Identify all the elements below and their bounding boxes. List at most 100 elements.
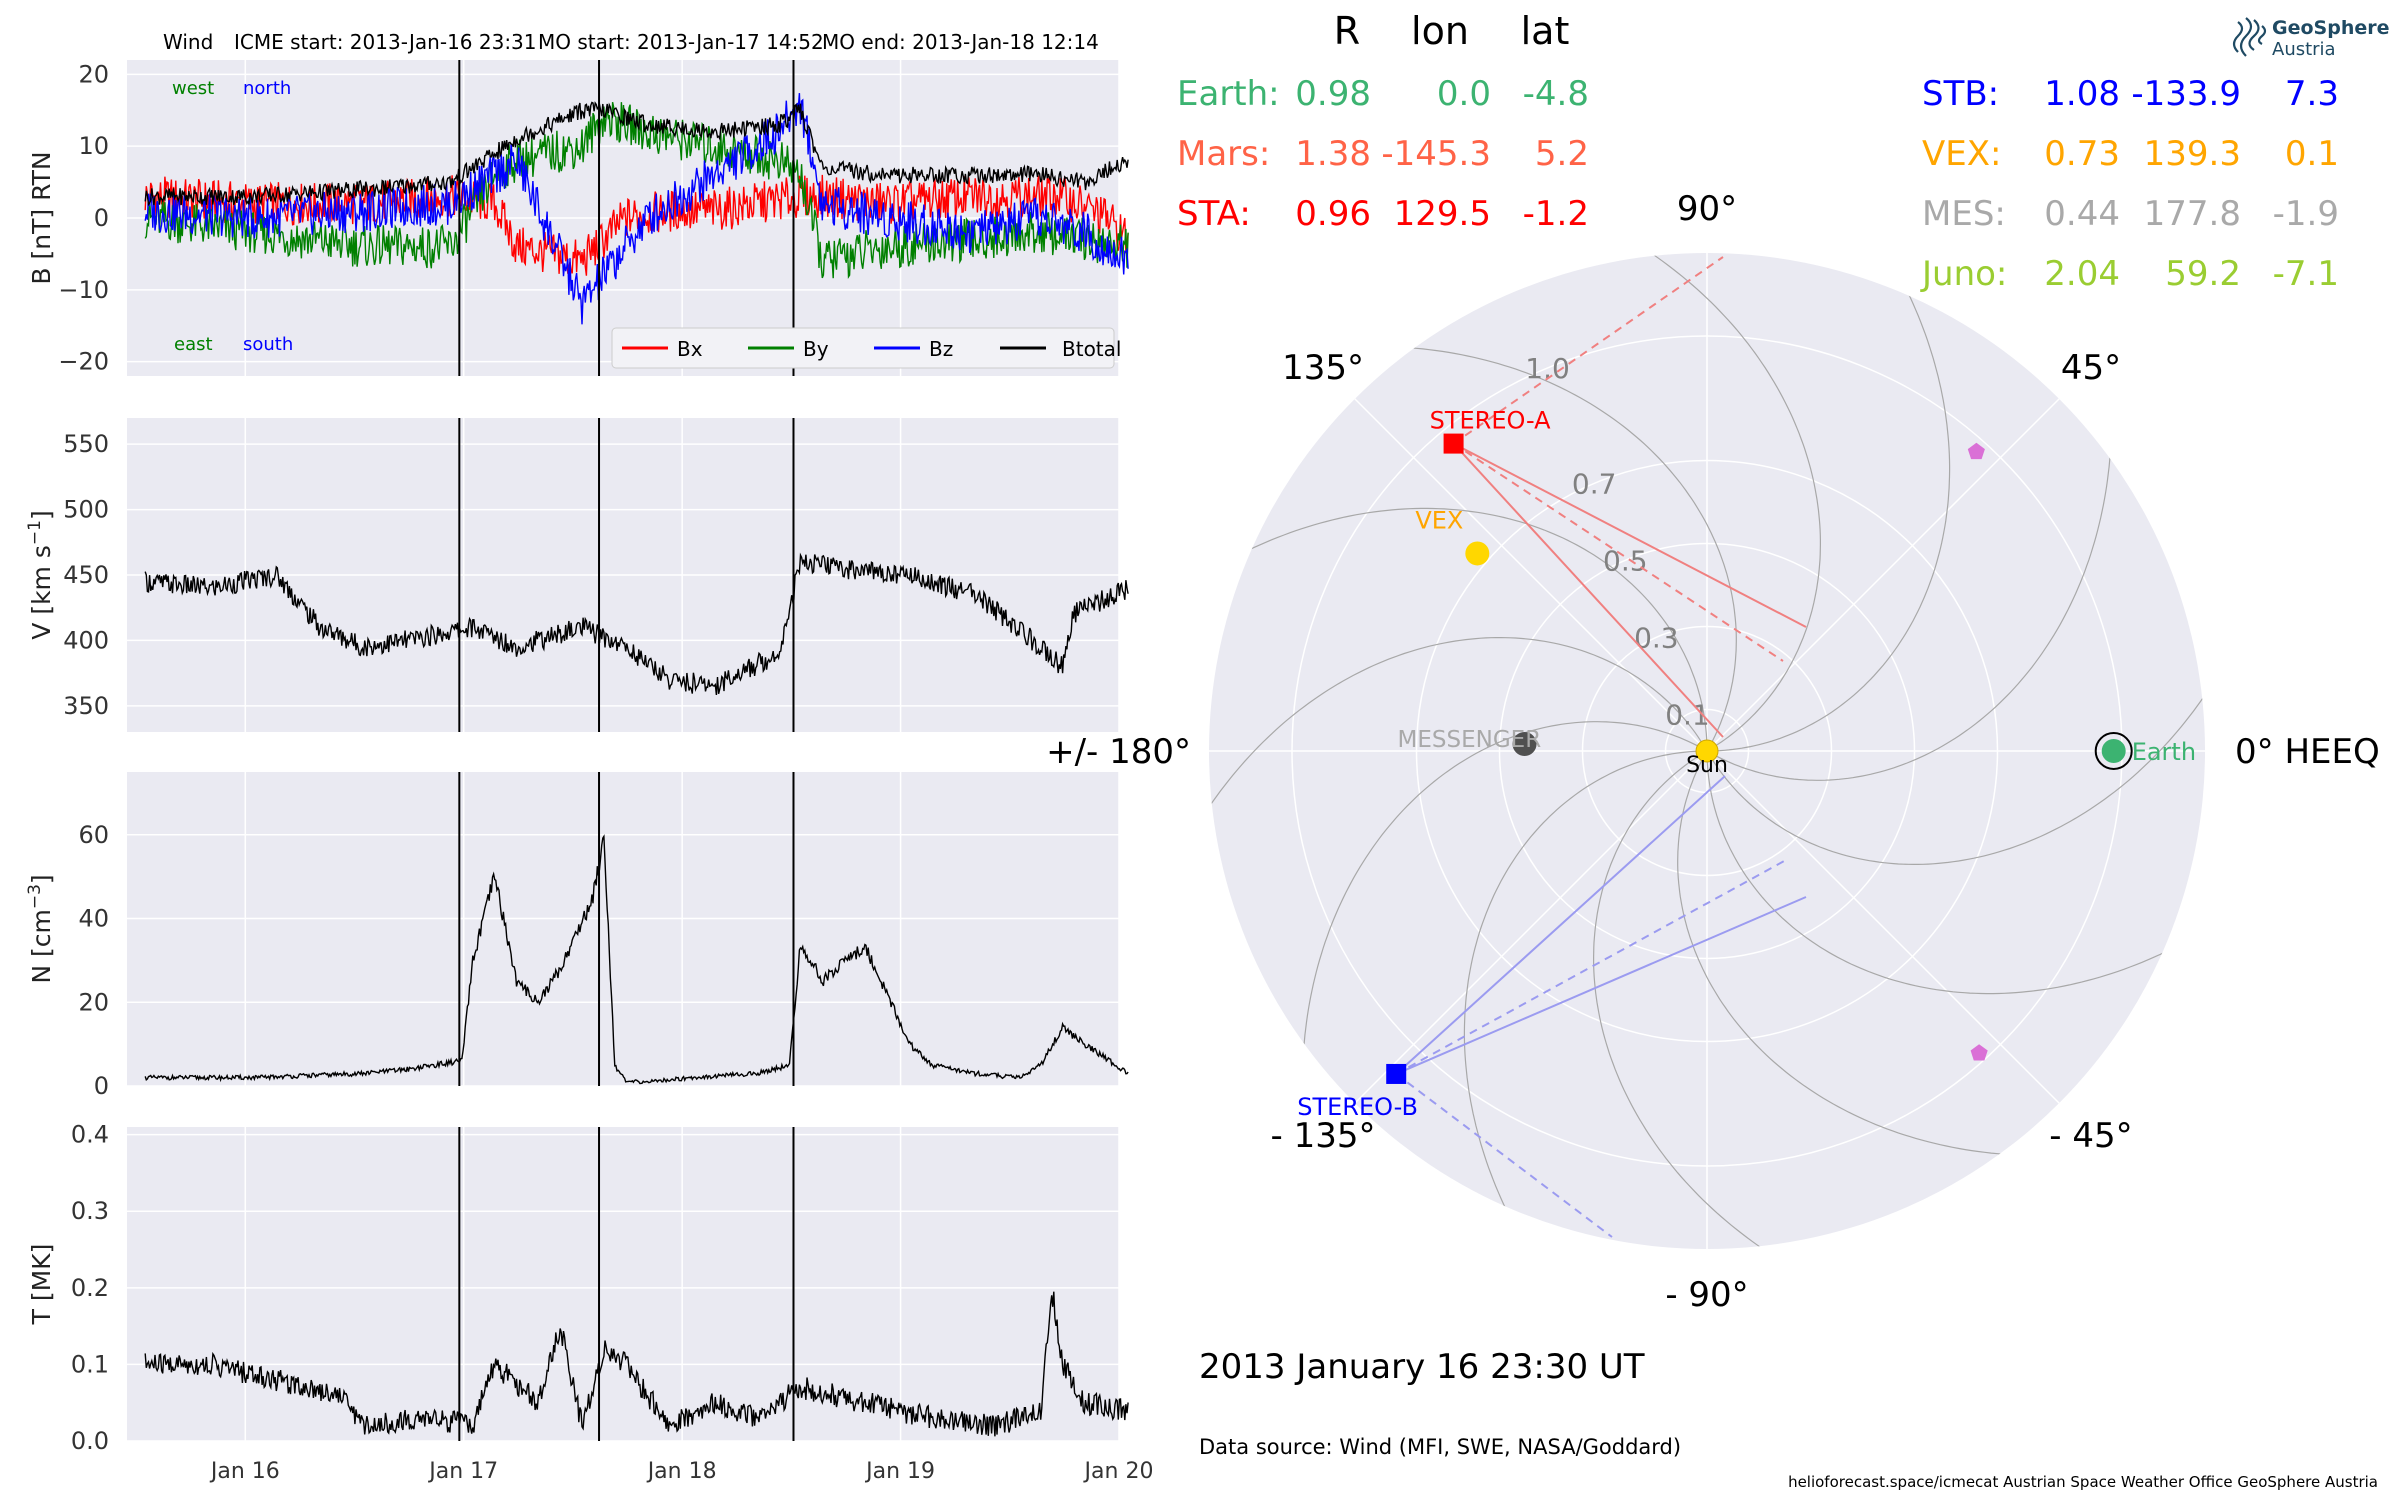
parker-spiral-line bbox=[1209, 637, 1708, 836]
table-row-name: STB: bbox=[1922, 74, 1999, 114]
messenger-label: MESSENGER bbox=[1398, 727, 1542, 753]
logo-line1: GeoSphere bbox=[2272, 17, 2390, 39]
density-series-n bbox=[144, 834, 1129, 1085]
panel-speed: 350 400 450 500 550 V [km s−1] bbox=[25, 418, 1129, 732]
xtick-label: Jan 19 bbox=[864, 1459, 935, 1484]
legend-label-btotal: Btotal bbox=[1062, 337, 1121, 361]
table-header-r: R bbox=[1334, 9, 1360, 53]
density-panel-background bbox=[127, 772, 1119, 1086]
table-row-lon: 129.5 bbox=[1394, 194, 1491, 234]
parker-spiral-line bbox=[1706, 419, 2113, 781]
parker-spiral-line bbox=[1217, 507, 1708, 751]
parker-spiral-line bbox=[1301, 721, 1708, 1083]
footer-credits: helioforecast.space/icmecat Austrian Spa… bbox=[1788, 1473, 2378, 1491]
polar-spoke bbox=[1354, 398, 1708, 752]
table-row-name: Juno: bbox=[1920, 254, 2007, 294]
xtick-label: Jan 20 bbox=[1083, 1459, 1154, 1484]
density-ylabel: N [cm−3] bbox=[25, 874, 56, 983]
stereo-a-marker bbox=[1443, 433, 1464, 454]
legend-box bbox=[611, 327, 1115, 369]
table-row-r: 0.44 bbox=[2044, 194, 2120, 234]
b-field-ytick-label: 20 bbox=[78, 60, 109, 88]
table-row-r: 1.08 bbox=[2044, 74, 2120, 114]
b-field-series-by bbox=[144, 102, 1129, 280]
table-row-lat: 5.2 bbox=[1535, 134, 1589, 174]
speed-ytick-label: 500 bbox=[63, 496, 109, 524]
table-row-lat: -4.8 bbox=[1523, 74, 1589, 114]
label-south: south bbox=[243, 334, 293, 355]
vex-marker bbox=[1465, 541, 1490, 566]
geosphere-logo: GeoSphere Austria bbox=[2232, 17, 2390, 60]
table-row-name: MES: bbox=[1922, 194, 2006, 234]
angle-label: - 45° bbox=[2049, 1116, 2132, 1156]
stb-fov-line bbox=[1395, 896, 1807, 1075]
temperature-ytick-label: 0.0 bbox=[71, 1427, 109, 1455]
b-field-ytick-label: −10 bbox=[58, 276, 109, 304]
panel-density: 0 20 40 60 N [cm−3] bbox=[25, 772, 1129, 1100]
b-field-series-btotal bbox=[144, 101, 1129, 207]
table-row-r: 1.38 bbox=[1295, 134, 1371, 174]
footer-date: 2013 January 16 23:30 UT bbox=[1199, 1347, 1645, 1387]
header-mo-start: MO start: 2013-Jan-17 14:52 bbox=[538, 30, 824, 54]
legend-label-by: By bbox=[803, 337, 829, 361]
pentagon-marker-2 bbox=[1970, 1044, 1988, 1061]
parker-spiral-line bbox=[1706, 751, 2197, 995]
sta-fov-line bbox=[1452, 442, 1724, 738]
label-west: west bbox=[172, 78, 214, 99]
b-field-series-bx bbox=[144, 174, 1129, 276]
speed-ytick-label: 350 bbox=[63, 692, 109, 720]
radial-tick-label: 0.5 bbox=[1603, 545, 1648, 578]
density-ytick-label: 40 bbox=[78, 905, 109, 933]
earth-marker bbox=[2101, 739, 2126, 763]
density-ytick-label: 20 bbox=[78, 988, 109, 1016]
polar-spoke bbox=[1706, 750, 2060, 1104]
angle-label: 135° bbox=[1282, 348, 1364, 388]
stereo-b-label: STEREO-B bbox=[1297, 1093, 1418, 1121]
vex-label: VEX bbox=[1415, 506, 1463, 534]
position-table: R lon lat Earth: 0.98 0.0 -4.8 Mars: 1.38 -145… bbox=[1177, 9, 2339, 294]
speed-series-v bbox=[144, 552, 1129, 695]
earth-marker-ring bbox=[2094, 732, 2133, 770]
density-ytick-label: 0 bbox=[94, 1072, 109, 1100]
speed-ylabel: V [km s−1] bbox=[25, 510, 56, 639]
speed-ytick-label: 550 bbox=[63, 430, 109, 458]
logo-line2: Austria bbox=[2272, 39, 2336, 60]
density-ytick-label: 60 bbox=[78, 821, 109, 849]
table-row-lon: 139.3 bbox=[2144, 134, 2241, 174]
radial-tick-label: 0.7 bbox=[1572, 468, 1617, 501]
polar-spoke bbox=[1706, 398, 2060, 752]
table-row-lat: -1.2 bbox=[1523, 194, 1589, 234]
xtick-label: Jan 18 bbox=[646, 1459, 717, 1484]
temperature-ytick-label: 0.4 bbox=[71, 1121, 109, 1149]
time-series-panels: −20 −10 0 10 20 B [nT] RTN west north east south B… bbox=[25, 60, 1153, 1484]
table-row-lon: 0.0 bbox=[1437, 74, 1491, 114]
table-row-lon: 59.2 bbox=[2165, 254, 2241, 294]
b-field-legend: Bx By Bz Btotal bbox=[611, 327, 1121, 369]
table-row-lat: 0.1 bbox=[2285, 134, 2339, 174]
earth-label: Earth bbox=[2132, 738, 2196, 766]
heliospheric-imager-lines bbox=[1395, 256, 1807, 1238]
sta-fov-line bbox=[1453, 256, 1724, 445]
legend-label-bz: Bz bbox=[929, 337, 953, 361]
table-left-column: Earth: 0.98 0.0 -4.8 Mars: 1.38 -145.3 5.2 STA: 0… bbox=[1177, 74, 1589, 234]
stereo-a-label: STEREO-A bbox=[1430, 407, 1552, 435]
stb-fov-line bbox=[1395, 1073, 1613, 1238]
parker-spiral-line bbox=[1622, 253, 1821, 752]
b-field-ylabel: B [nT] RTN bbox=[27, 151, 56, 284]
temperature-series-t bbox=[144, 1291, 1129, 1437]
footer-source: Data source: Wind (MFI, SWE, NASA/Goddar… bbox=[1199, 1435, 1681, 1459]
b-field-ytick-label: −20 bbox=[58, 348, 109, 376]
b-field-ytick-label: 10 bbox=[78, 132, 109, 160]
table-row-lat: -7.1 bbox=[2273, 254, 2339, 294]
table-row-lon: 177.8 bbox=[2144, 194, 2241, 234]
table-row-r: 0.96 bbox=[1295, 194, 1371, 234]
table-row-name: Mars: bbox=[1177, 134, 1270, 174]
table-header-lon: lon bbox=[1411, 9, 1469, 53]
header-spacecraft: Wind bbox=[163, 30, 213, 54]
table-row-lat: -1.9 bbox=[2273, 194, 2339, 234]
temperature-ytick-label: 0.1 bbox=[71, 1350, 109, 1378]
b-field-ytick-label: 0 bbox=[94, 204, 109, 232]
polar-spoke bbox=[1354, 750, 1708, 1104]
angle-label: 45° bbox=[2061, 348, 2121, 388]
